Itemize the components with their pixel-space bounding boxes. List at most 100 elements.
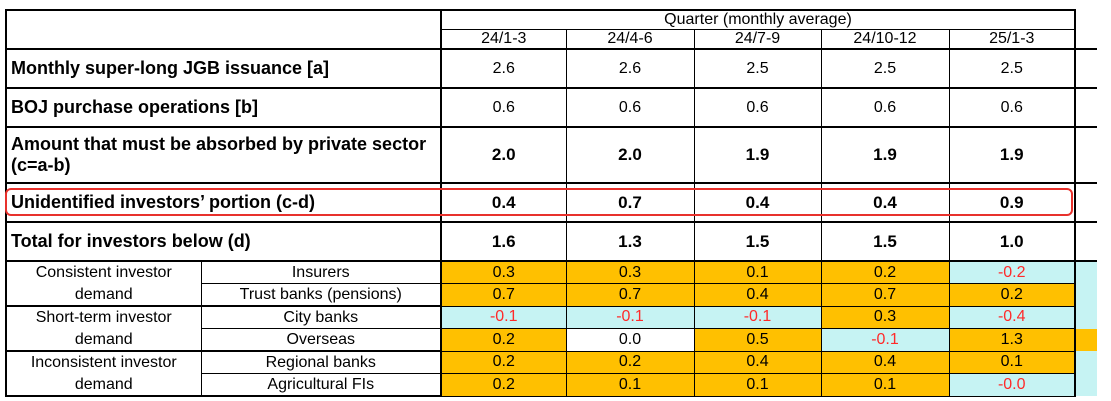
summary-row: BOJ purchase operations [b] 0.6 0.6 0.6 0.6 0… — [5, 88, 1097, 128]
investor-value-cell: 0.7 — [440, 283, 567, 307]
investor-value-cell: 0.2 — [440, 350, 567, 374]
extra-cell — [1074, 183, 1097, 223]
investor-value-cell: 0.4 — [820, 350, 950, 374]
quarter-header-cell: 24/7-9 — [693, 29, 822, 50]
value-cell: 0.4 — [440, 183, 567, 223]
investor-row: demand Overseas 0.2 0.0 0.5 -0.1 1.3 — [5, 328, 1097, 352]
investor-value-cell: 0.1 — [565, 373, 695, 397]
investor-value-cell: 0.3 — [820, 305, 950, 329]
investor-value-cell: -0.0 — [948, 373, 1076, 397]
investor-value-cell: 0.7 — [565, 283, 695, 307]
investor-value-cell: 0.3 — [440, 260, 567, 284]
header-group-row: Quarter (monthly average) — [5, 9, 1097, 30]
extra-cell — [1074, 127, 1097, 184]
investor-value-cell: 0.1 — [693, 373, 822, 397]
investor-value-cell: -0.1 — [565, 305, 695, 329]
investor-value-cell: 0.1 — [948, 350, 1076, 374]
quarter-header-cell: 24/4-6 — [565, 29, 695, 50]
investor-label: City banks — [201, 306, 442, 329]
value-cell: 0.6 — [693, 88, 822, 128]
investor-value-cell: 0.4 — [693, 350, 822, 374]
investor-value-cell: 0.2 — [440, 373, 567, 397]
value-cell: 1.9 — [693, 127, 822, 184]
investor-label: Overseas — [201, 328, 442, 352]
value-cell: 0.9 — [948, 183, 1076, 223]
investor-value-cell: -0.4 — [948, 305, 1076, 329]
summary-row: Total for investors below (d) 1.6 1.3 1.5 1.… — [5, 222, 1097, 262]
investor-value-cell: 0.3 — [565, 260, 695, 284]
value-cell: 0.6 — [565, 88, 695, 128]
value-cell: 0.6 — [948, 88, 1076, 128]
header-corner-lower — [5, 29, 442, 50]
extra-cell — [1074, 328, 1097, 351]
row-label: Unidentified investors’ portion (c-d) — [5, 183, 442, 223]
value-cell: 1.9 — [948, 127, 1076, 184]
investor-value-cell: 0.7 — [820, 283, 950, 307]
value-cell: 1.3 — [565, 222, 695, 262]
investor-label: Regional banks — [201, 351, 442, 374]
value-cell: 2.5 — [948, 49, 1076, 89]
investor-label: Insurers — [201, 261, 442, 284]
summary-row: Unidentified investors’ portion (c-d) 0.4… — [5, 183, 1097, 223]
value-cell: 0.4 — [693, 183, 822, 223]
investor-row: Inconsistent investor Regional banks 0.2 0.… — [5, 350, 1097, 374]
investor-label: Agricultural FIs — [201, 373, 442, 397]
value-cell: 1.5 — [820, 222, 950, 262]
investor-value-cell: 1.3 — [948, 328, 1076, 352]
value-cell: 0.6 — [820, 88, 950, 128]
quarter-header-cell: 24/1-3 — [440, 29, 567, 50]
extra-cell — [1074, 49, 1097, 89]
extra-cell — [1074, 88, 1097, 128]
header-extra-cell — [1074, 29, 1097, 50]
investor-group-label: demand — [5, 328, 202, 352]
value-cell: 2.5 — [820, 49, 950, 89]
value-cell: 2.0 — [440, 127, 567, 184]
value-cell: 0.4 — [820, 183, 950, 223]
summary-row: Amount that must be absorbed by private … — [5, 127, 1097, 184]
investor-row: Consistent investor Insurers 0.3 0.3 0.1 0.2-… — [5, 260, 1097, 284]
investor-value-cell: 0.2 — [440, 328, 567, 352]
header-extra-cell — [1074, 10, 1097, 30]
investor-value-cell: 0.5 — [693, 328, 822, 352]
investor-group-label: Consistent investor — [5, 261, 202, 284]
value-cell: 1.0 — [948, 222, 1076, 262]
investor-group-label: Short-term investor — [5, 306, 202, 329]
investor-group-label: demand — [5, 373, 202, 397]
quarter-group-title: Quarter (monthly average) — [440, 9, 1075, 30]
value-cell: 2.6 — [440, 49, 567, 89]
investor-value-cell: 0.4 — [693, 283, 822, 307]
extra-cell — [1074, 261, 1097, 284]
header-corner — [5, 9, 442, 30]
value-cell: 2.0 — [565, 127, 695, 184]
investor-value-cell: -0.1 — [440, 305, 567, 329]
extra-cell — [1074, 283, 1097, 306]
investor-group-label: demand — [5, 283, 202, 307]
extra-cell — [1074, 222, 1097, 262]
value-cell: 1.6 — [440, 222, 567, 262]
jgb-demand-table: Quarter (monthly average) 24/1-3 24/4-6 24… — [5, 9, 1097, 397]
row-label: Amount that must be absorbed by private … — [5, 127, 442, 184]
value-cell: 1.9 — [820, 127, 950, 184]
quarter-header-cell: 24/10-12 — [820, 29, 950, 50]
quarter-header-row: 24/1-3 24/4-6 24/7-9 24/10-12 25/1-3 — [5, 29, 1097, 50]
investor-value-cell: -0.1 — [693, 305, 822, 329]
investor-value-cell: -0.2 — [948, 260, 1076, 284]
quarter-header-cell: 25/1-3 — [948, 29, 1076, 50]
row-label: BOJ purchase operations [b] — [5, 88, 442, 128]
investor-value-cell: 0.1 — [820, 373, 950, 397]
investor-value-cell: -0.1 — [820, 328, 950, 352]
investor-value-cell: 0.2 — [948, 283, 1076, 307]
investor-value-cell: 0.1 — [693, 260, 822, 284]
investor-value-cell: 0.2 — [820, 260, 950, 284]
investor-label: Trust banks (pensions) — [201, 283, 442, 307]
summary-row: Monthly super-long JGB issuance [a] 2.6 2.… — [5, 49, 1097, 89]
extra-cell — [1074, 373, 1097, 396]
investor-value-cell: 0.0 — [565, 328, 695, 352]
investor-row: Short-term investor City banks -0.1 -0.1 -0.… — [5, 305, 1097, 329]
value-cell: 0.6 — [440, 88, 567, 128]
row-label: Monthly super-long JGB issuance [a] — [5, 49, 442, 89]
value-cell: 2.5 — [693, 49, 822, 89]
value-cell: 1.5 — [693, 222, 822, 262]
value-cell: 2.6 — [565, 49, 695, 89]
row-label: Total for investors below (d) — [5, 222, 442, 262]
